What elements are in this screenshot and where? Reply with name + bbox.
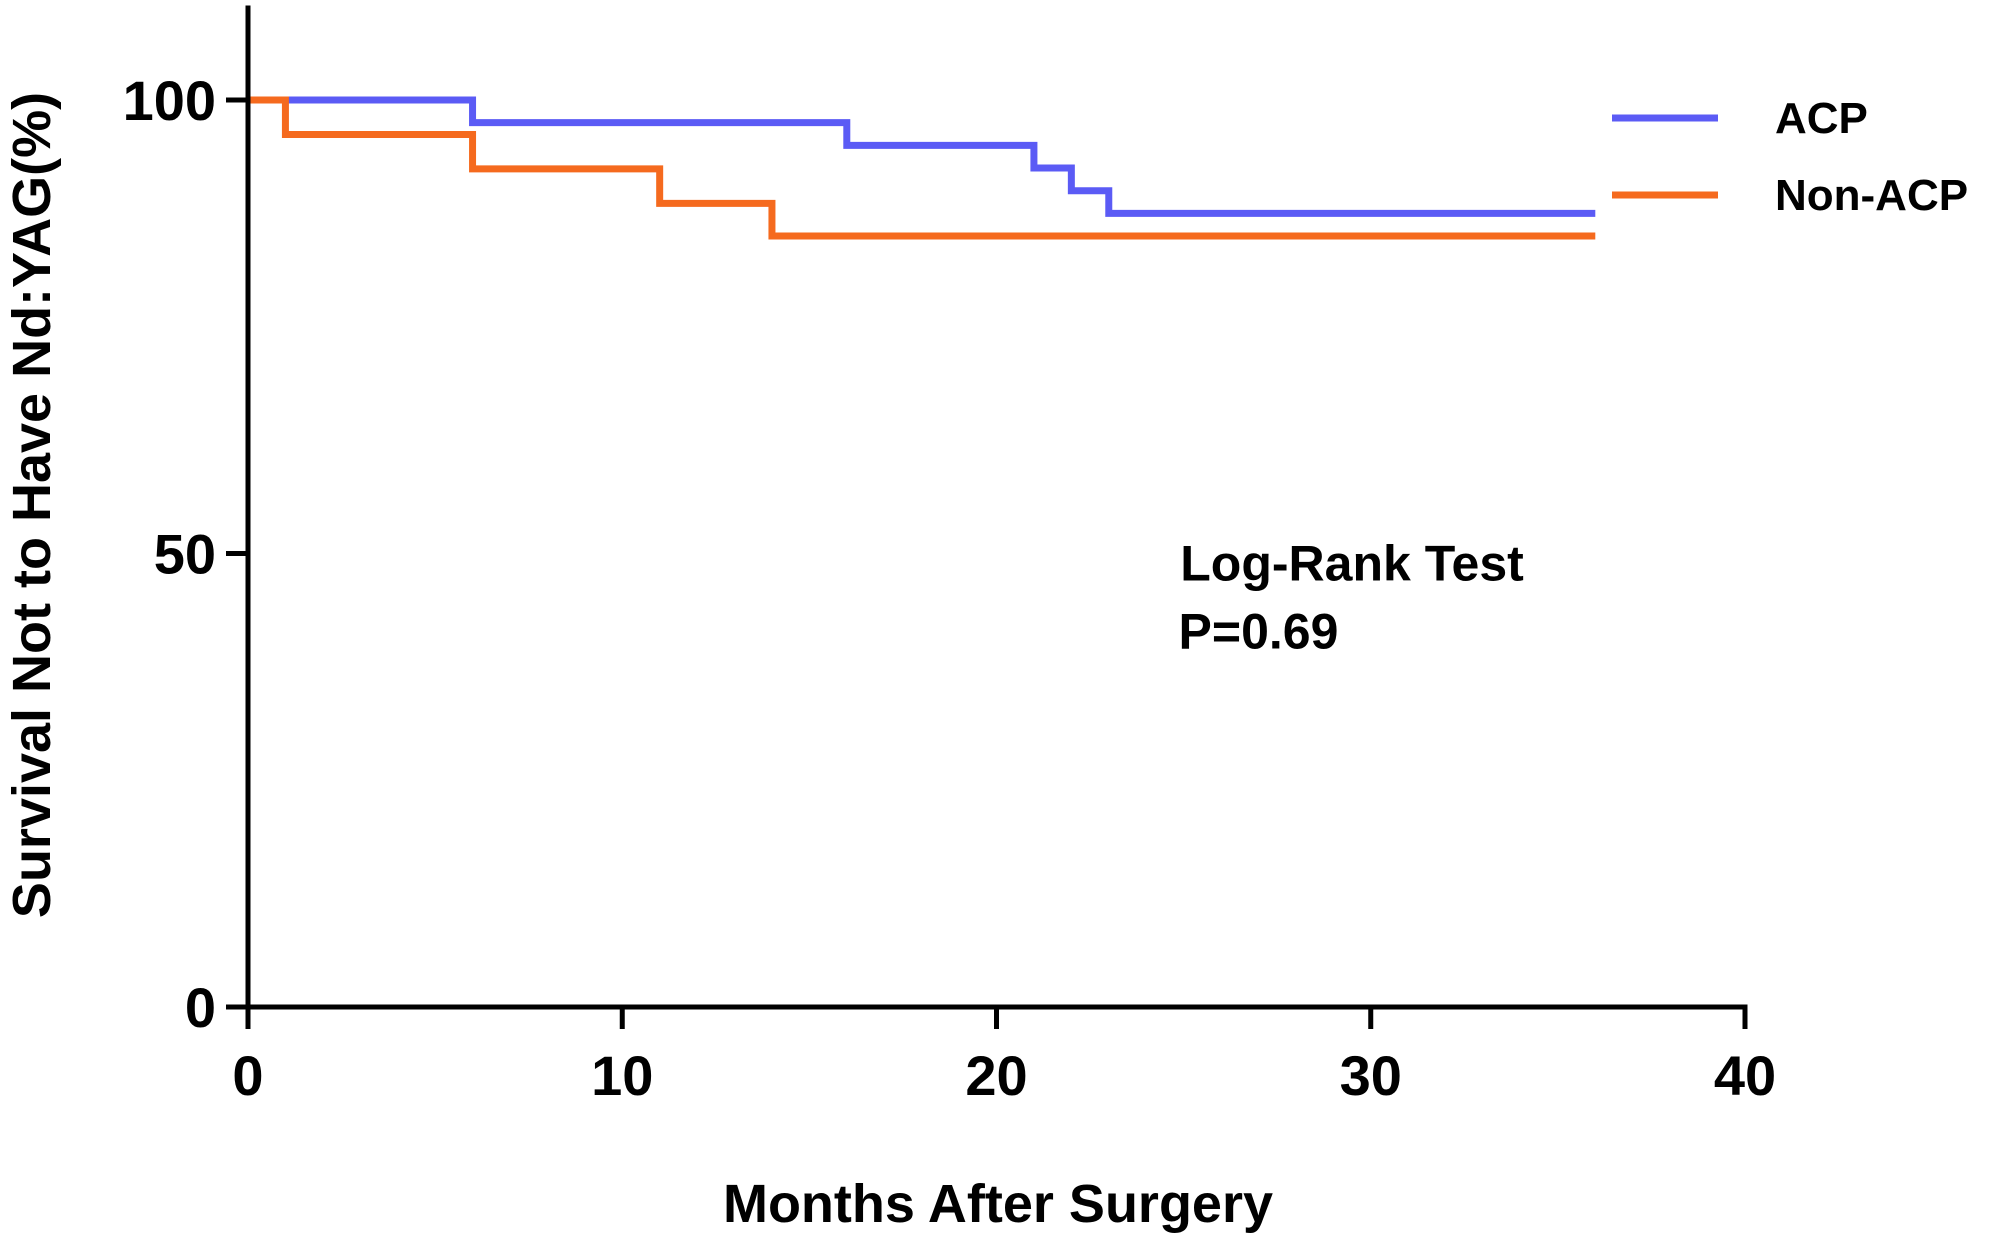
legend: ACP Non-ACP [1612,94,1968,220]
x-axis-ticks: 0 10 20 30 40 [232,1007,1776,1107]
y-axis-title: Survival Not to Have Nd:YAG(%) [2,92,62,918]
log-rank-test-label: Log-Rank Test [1180,536,1524,592]
x-tick-label-40: 40 [1714,1044,1776,1107]
x-tick-label-30: 30 [1340,1044,1402,1107]
x-tick-label-10: 10 [591,1044,653,1107]
legend-label-acp: ACP [1775,94,1868,143]
y-axis-ticks: 0 50 100 [123,69,248,1039]
y-tick-label-50: 50 [154,523,216,586]
p-value-label: P=0.69 [1179,604,1339,660]
x-tick-label-20: 20 [965,1044,1027,1107]
legend-label-non-acp: Non-ACP [1775,171,1968,220]
y-tick-label-100: 100 [123,69,216,132]
series-group [248,96,1596,240]
y-tick-label-0: 0 [185,976,216,1039]
x-axis-title: Months After Surgery [723,1174,1273,1234]
series-line-acp [248,96,1596,217]
series-line-non-acp [248,96,1596,240]
x-tick-label-0: 0 [232,1044,263,1107]
